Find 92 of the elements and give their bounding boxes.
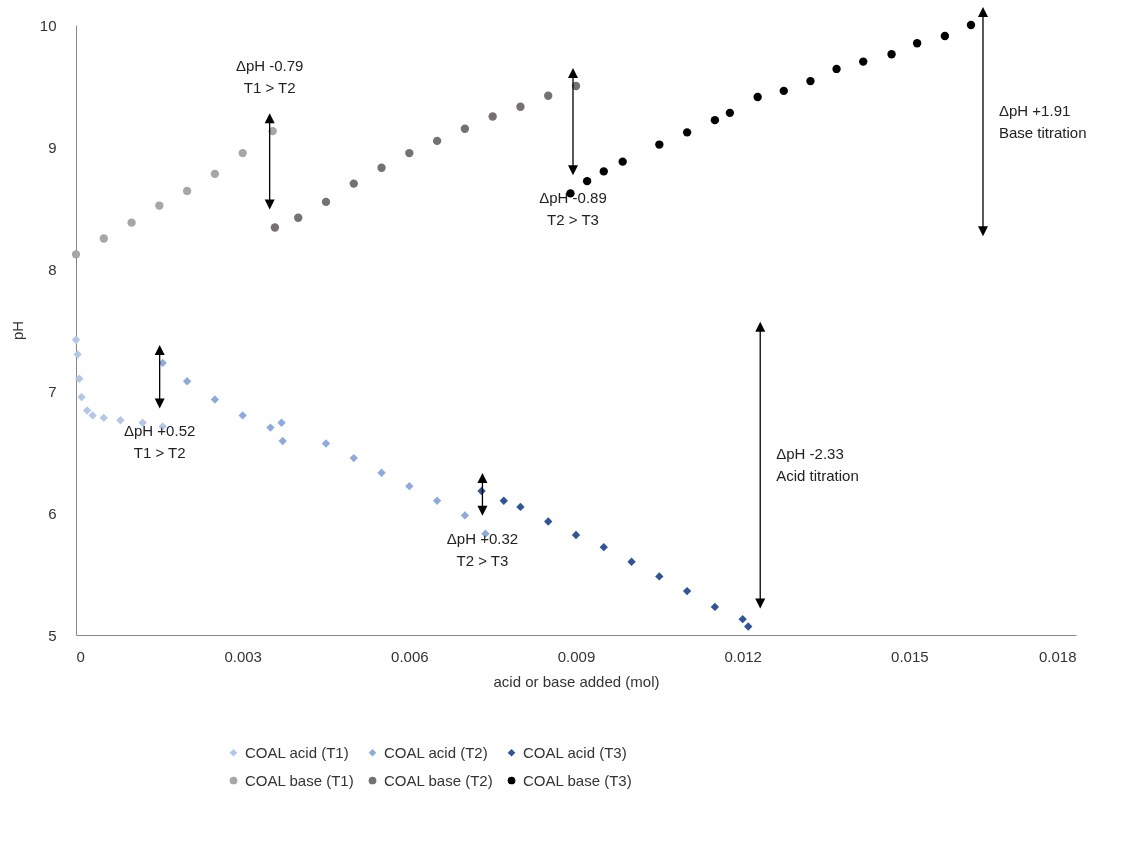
legend-label: COAL acid (T3) bbox=[523, 743, 627, 761]
annotation: ΔpH -0.89 T2 > T3 bbox=[539, 189, 607, 229]
point bbox=[499, 496, 508, 505]
point bbox=[682, 586, 692, 596]
point bbox=[73, 350, 82, 359]
point bbox=[832, 64, 841, 74]
point bbox=[753, 92, 762, 102]
point bbox=[75, 374, 84, 383]
annotation: ΔpH -2.33 Acid titration bbox=[776, 445, 859, 485]
legend-label: COAL base (T3) bbox=[523, 771, 632, 789]
annotation: ΔpH +0.52 T1 > T2 bbox=[124, 422, 196, 462]
y-tick-label: 6 bbox=[48, 504, 57, 522]
point bbox=[725, 108, 735, 118]
point bbox=[516, 502, 525, 512]
annotation: ΔpH +0.32 T2 > T3 bbox=[446, 529, 519, 569]
x-tick-label: 0.018 bbox=[1038, 647, 1077, 665]
point bbox=[210, 395, 220, 404]
legend-label: COAL acid (T2) bbox=[384, 743, 488, 761]
annotation: ΔpH -0.79 T1 > T2 bbox=[235, 57, 304, 97]
point bbox=[655, 140, 664, 149]
legend-label: COAL base (T1) bbox=[245, 771, 354, 789]
point bbox=[277, 418, 286, 427]
point bbox=[182, 377, 192, 386]
point bbox=[618, 157, 627, 166]
point bbox=[155, 201, 164, 210]
point bbox=[710, 115, 720, 125]
point bbox=[77, 392, 86, 402]
legend-label: COAL acid (T1) bbox=[245, 743, 349, 761]
x-tick-label: 0.003 bbox=[224, 647, 262, 665]
point bbox=[321, 439, 331, 448]
point bbox=[270, 223, 280, 232]
x-tick-label: 0.012 bbox=[724, 647, 762, 665]
point bbox=[294, 213, 303, 222]
point bbox=[238, 148, 247, 158]
x-tick-label: 0.009 bbox=[557, 647, 596, 665]
point bbox=[710, 602, 720, 612]
point bbox=[940, 31, 950, 41]
point bbox=[806, 76, 815, 86]
x-tick-label: 0 bbox=[76, 647, 85, 665]
point bbox=[278, 436, 287, 446]
point bbox=[377, 468, 386, 477]
point bbox=[912, 39, 922, 48]
point bbox=[544, 517, 553, 526]
point bbox=[460, 124, 470, 133]
y-axis-title: pH bbox=[8, 320, 26, 341]
point bbox=[82, 406, 92, 415]
legend-label: COAL base (T2) bbox=[384, 771, 493, 789]
point bbox=[88, 411, 97, 420]
point bbox=[582, 176, 592, 186]
point bbox=[71, 250, 81, 259]
point bbox=[238, 411, 247, 420]
point bbox=[655, 572, 664, 581]
point bbox=[349, 453, 358, 463]
point bbox=[71, 335, 81, 344]
point bbox=[116, 416, 125, 425]
point bbox=[266, 423, 275, 432]
point bbox=[744, 622, 753, 631]
point bbox=[966, 20, 976, 30]
point bbox=[432, 136, 442, 146]
point bbox=[460, 511, 470, 520]
point bbox=[488, 112, 497, 121]
point bbox=[599, 167, 608, 176]
point bbox=[377, 163, 386, 172]
point bbox=[738, 614, 747, 624]
point bbox=[210, 169, 220, 179]
y-tick-label: 7 bbox=[48, 382, 57, 400]
point bbox=[571, 530, 581, 540]
annotation: ΔpH +1.91 Base titration bbox=[999, 101, 1087, 141]
point bbox=[887, 50, 896, 59]
point bbox=[405, 481, 414, 491]
y-tick-label: 10 bbox=[39, 16, 57, 34]
point bbox=[432, 496, 442, 505]
point bbox=[321, 197, 331, 207]
point bbox=[859, 57, 868, 66]
y-tick-label: 9 bbox=[48, 138, 57, 156]
point bbox=[99, 234, 108, 243]
point bbox=[682, 128, 692, 137]
x-tick-label: 0.006 bbox=[391, 647, 429, 665]
point bbox=[516, 102, 525, 111]
point bbox=[599, 542, 608, 552]
x-tick-label: 0.015 bbox=[891, 647, 929, 665]
point bbox=[405, 148, 414, 158]
y-tick-label: 5 bbox=[48, 626, 57, 644]
y-tick-label: 8 bbox=[48, 260, 57, 278]
point bbox=[349, 179, 358, 188]
x-axis-title: acid or base added (mol) bbox=[493, 672, 660, 690]
point bbox=[544, 91, 553, 100]
point bbox=[127, 218, 136, 227]
point bbox=[182, 186, 192, 196]
point bbox=[779, 86, 788, 96]
point bbox=[99, 413, 108, 423]
point bbox=[627, 557, 636, 566]
